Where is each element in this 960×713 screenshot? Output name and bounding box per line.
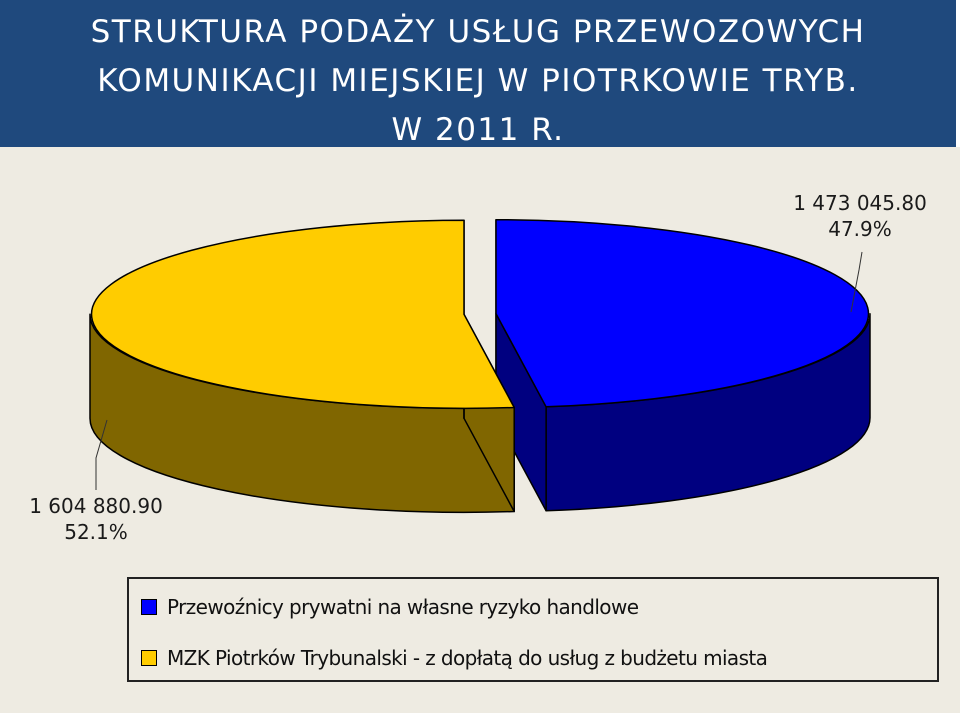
leader-line-mzk [95, 419, 108, 490]
legend: Przewoźnicy prywatni na własne ryzyko ha… [127, 577, 939, 682]
legend-label-private: Przewoźnicy prywatni na własne ryzyko ha… [167, 595, 639, 619]
title-line-3: W 2011 R. [391, 112, 565, 148]
legend-item-mzk: MZK Piotrków Trybunalski - z dopłatą do … [141, 646, 768, 670]
title-banner: STRUKTURA PODAŻY USŁUG PRZEWOZOWYCH KOMU… [0, 0, 960, 148]
data-label-mzk-value: 1 604 880.90 [29, 494, 163, 518]
data-label-mzk-percent: 52.1% [64, 520, 128, 544]
pie-slice-mzk [90, 219, 515, 410]
data-label-mzk: 1 604 880.90 52.1% [6, 493, 186, 545]
data-label-private-value: 1 473 045.80 [793, 191, 927, 215]
leader-line-private [850, 251, 863, 313]
legend-label-mzk: MZK Piotrków Trybunalski - z dopłatą do … [167, 646, 768, 670]
data-label-private: 1 473 045.80 47.9% [770, 190, 950, 242]
title-line-1: STRUKTURA PODAŻY USŁUG PRZEWOZOWYCH [90, 14, 866, 50]
chart-title: STRUKTURA PODAŻY USŁUG PRZEWOZOWYCH KOMU… [8, 8, 948, 155]
data-label-private-percent: 47.9% [828, 217, 892, 241]
title-line-2: KOMUNIKACJI MIEJSKIEJ W PIOTRKOWIE TRYB. [97, 63, 859, 99]
legend-swatch-private [141, 599, 157, 615]
legend-swatch-mzk [141, 650, 157, 666]
pie-slice-private [495, 218, 870, 408]
pie-chart [89, 218, 871, 514]
legend-item-private: Przewoźnicy prywatni na własne ryzyko ha… [141, 595, 639, 619]
